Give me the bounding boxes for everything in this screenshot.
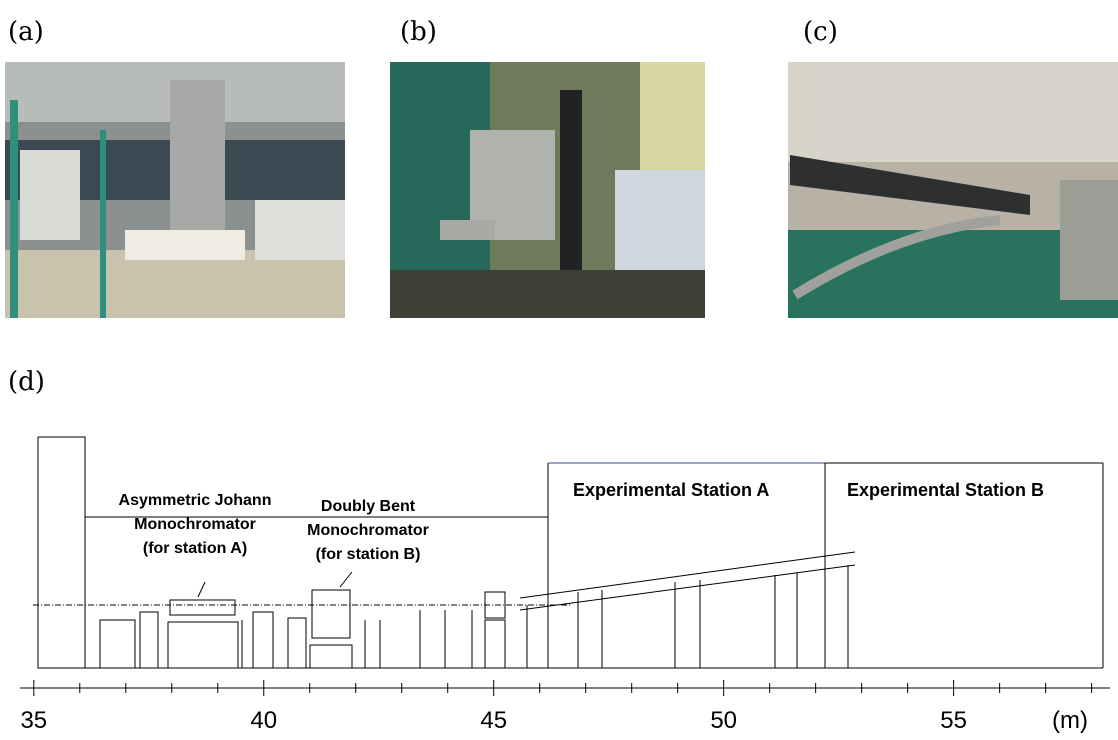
panel-label: (b) [400,17,437,47]
monochromator-label: Doubly Bent [321,498,416,515]
photo-b [390,62,705,318]
tick-label: 50 [710,707,737,734]
monochromator-label: (for station B) [316,546,421,563]
monochromator-label: Monochromator [307,522,429,539]
monochromator-label: Asymmetric Johann [119,492,272,509]
photo-c [788,62,1118,318]
tick-label: 55 [940,707,967,734]
panel-label: (c) [803,17,838,47]
panel-label: (a) [8,17,44,47]
panel-label: (d) [8,367,45,397]
tick-label: 35 [20,707,47,734]
monochromator-label: (for station A) [143,540,247,557]
tick-label: 45 [480,707,507,734]
monochromator-label: Monochromator [134,516,256,533]
station-label: Experimental Station A [573,480,769,500]
unit-label: (m) [1052,707,1088,734]
photo-a [5,62,345,318]
station-label: Experimental Station B [847,480,1044,500]
figure: (a) (b) (c) (d) [0,0,1118,740]
scale-axis: 35 40 45 50 55 (m) [20,680,1110,734]
tick-label: 40 [250,707,277,734]
labels: Experimental Station A Experimental Stat… [119,480,1045,563]
